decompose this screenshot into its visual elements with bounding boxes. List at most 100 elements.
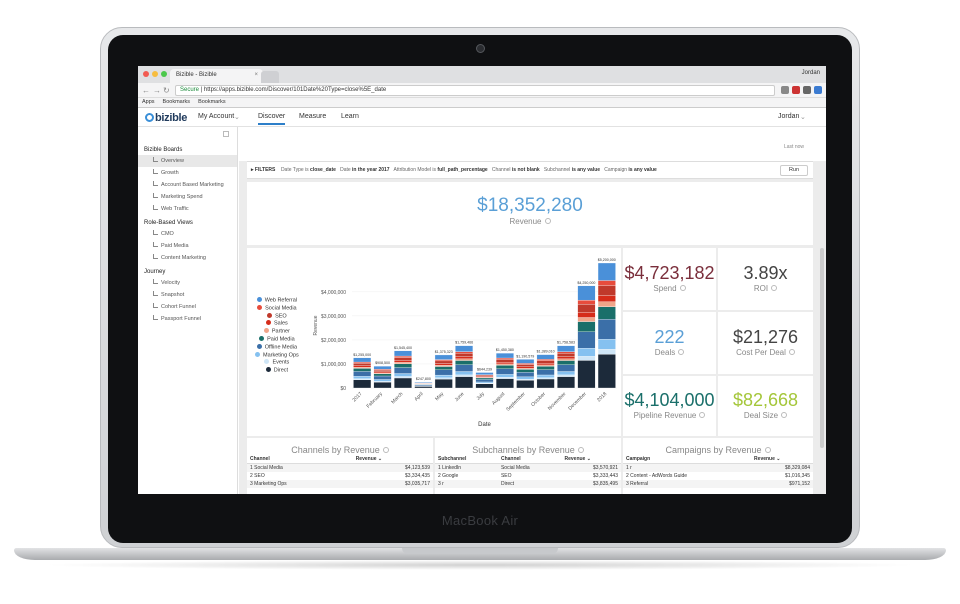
filter-item[interactable]: Date Type is close_date [280,167,336,173]
user-menu[interactable]: Jordan [778,113,800,120]
column-header[interactable]: Channel [247,455,353,464]
legend-item[interactable]: Partner [255,328,299,336]
legend-item[interactable]: Web Referral [255,297,299,305]
scrollbar[interactable] [820,248,824,448]
column-header[interactable]: Channel [497,455,562,464]
reload-icon[interactable]: ↻ [163,86,170,95]
close-window-button[interactable] [143,71,149,77]
bar-segment [394,350,412,357]
sidebar-item-label: Account Based Marketing [161,182,224,188]
bar-segment [536,360,555,364]
menu-my-account[interactable]: My Account [198,113,235,120]
new-tab-button[interactable] [261,71,279,83]
chevron-down-icon: ⌄ [234,114,240,121]
bar-segment [373,375,392,380]
y-axis-label: Revenue [313,315,319,335]
info-icon[interactable] [577,447,584,453]
minimize-window-button[interactable] [152,71,158,77]
info-icon[interactable] [764,447,771,453]
info-icon[interactable] [678,349,685,355]
filter-item[interactable]: Date in the year 2017 [340,167,390,173]
legend-item[interactable]: Offline Media [255,343,299,352]
bar-segment [597,306,616,320]
sidebar-item-content-marketing[interactable]: Content Marketing [138,252,237,264]
legend-item[interactable]: Events [255,359,299,367]
menu-measure[interactable]: Measure [299,113,327,120]
bar-segment [353,357,372,363]
sort-icon: ⌄ [776,456,781,462]
info-icon[interactable] [781,412,788,418]
column-header[interactable]: Revenue ⌄ [751,455,813,464]
roi-card: 3.89x ROI [718,248,813,310]
table-row[interactable]: 3 Marketing Ops $3,035,717 [247,480,433,488]
legend-item[interactable]: Marketing Ops [255,351,299,360]
table-row[interactable]: 3 r Direct $3,835,495 [435,480,621,488]
extension-icon[interactable] [792,86,800,94]
sidebar-item-passport-funnel[interactable]: Passport Funnel [138,313,237,325]
sidebar-item-web-traffic[interactable]: Web Traffic [138,203,237,215]
sidebar-item-velocity[interactable]: Velocity [138,277,237,289]
column-header[interactable]: Revenue ⌄ [561,455,621,464]
filters-toggle[interactable]: ▸ FILTERS [251,167,276,173]
table-row[interactable]: 1 Social Media $4,123,539 [247,463,433,472]
bar-segment [475,375,494,377]
legend-item[interactable]: Paid Media [255,335,299,344]
legend-swatch [263,328,269,334]
legend-item[interactable]: Sales [255,320,299,328]
table-row[interactable]: 1 r $8,329,084 [623,463,813,472]
extension-icon[interactable] [814,86,822,94]
sidebar-item-account-based-marketing[interactable]: Account Based Marketing [138,179,237,191]
table-row[interactable]: 2 Google SEO $3,333,443 [438,473,618,479]
info-icon[interactable] [788,349,795,355]
sidebar-item-snapshot[interactable]: Snapshot [138,289,237,301]
legend-item[interactable]: Social Media [255,304,299,313]
menu-discover[interactable]: Discover [258,113,286,125]
table-row[interactable]: 1 LinkedIn Social Media $3,570,921 [435,463,621,472]
close-tab-icon[interactable]: × [254,72,258,78]
filter-item[interactable]: Subchannel is any value [543,167,601,173]
table-row[interactable]: 2 Content - AdWords Guide $1,016,345 [626,473,810,479]
info-icon[interactable] [699,412,706,418]
data-label: $247,800 [416,377,431,381]
forward-icon[interactable]: → [153,86,161,95]
sidebar-item-paid-media[interactable]: Paid Media [138,240,237,252]
filter-item[interactable]: Attribution Model is full_path_percentag… [393,167,488,173]
star-icon[interactable] [781,86,789,94]
column-header[interactable]: Subchannel [435,455,498,464]
info-icon[interactable] [679,285,686,291]
run-button[interactable]: Run [780,165,808,176]
legend-item[interactable]: Direct [255,367,299,375]
zoom-window-button[interactable] [161,71,167,77]
table-row[interactable]: 2 SEO $3,334,435 [250,473,430,479]
bizible-logo[interactable]: bizible [145,112,187,124]
bookmark-item[interactable]: Bookmarks [198,99,226,105]
info-icon[interactable] [544,218,551,224]
x-tick-label: February [366,391,385,410]
column-header[interactable]: Campaign [623,455,752,464]
sidebar-item-cohort-funnel[interactable]: Cohort Funnel [138,301,237,313]
browser-tab[interactable]: Bizible - Bizible × [170,69,263,83]
menu-learn[interactable]: Learn [341,113,359,120]
info-icon[interactable] [771,285,778,291]
revenue-value: $18,352,280 [477,195,583,216]
sidebar-item-cmo[interactable]: CMO [138,228,237,240]
bookmark-apps[interactable]: Apps [142,99,155,105]
filter-item[interactable]: Campaign is any value [604,167,657,173]
bar-segment [434,369,453,376]
sidebar-item-marketing-spend[interactable]: Marketing Spend [138,191,237,203]
grid-icon[interactable] [223,131,229,137]
filter-item[interactable]: Channel is not blank [491,167,540,173]
url-input[interactable]: Secure | https://apps.bizible.com/Discov… [175,85,775,96]
bookmark-item[interactable]: Bookmarks [162,99,191,105]
column-header[interactable]: Revenue ⌄ [352,455,433,464]
bar-segment [394,362,412,365]
back-icon[interactable]: ← [142,86,150,95]
deal-size-value: $82,668 [732,390,799,410]
info-icon[interactable] [382,447,389,453]
legend-item[interactable]: SEO [255,312,299,321]
sidebar-item-growth[interactable]: Growth [138,167,237,179]
y-tick-label: $1,000,000 [321,362,346,368]
extension-icon[interactable] [803,86,811,94]
sidebar-item-overview[interactable]: Overview [138,155,237,167]
table-row[interactable]: 3 Referral $971,152 [623,480,813,488]
